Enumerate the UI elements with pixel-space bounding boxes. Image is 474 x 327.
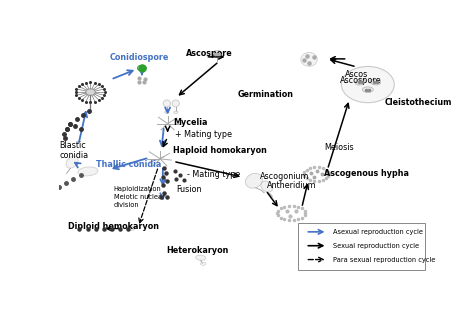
Text: Thallic conidia: Thallic conidia [96, 160, 161, 169]
Text: Ascospore: Ascospore [186, 49, 233, 58]
Ellipse shape [172, 100, 179, 107]
Text: Heterokaryon: Heterokaryon [166, 246, 228, 255]
Text: Haploidization
Meiotic nuclear
division: Haploidization Meiotic nuclear division [114, 186, 164, 208]
Ellipse shape [127, 227, 135, 231]
Ellipse shape [163, 100, 171, 107]
Text: Cleistothecium: Cleistothecium [384, 98, 452, 107]
Text: Para sexual reproduction cycle: Para sexual reproduction cycle [333, 257, 435, 263]
Text: Ascos: Ascos [345, 70, 368, 79]
Text: + Mating type: + Mating type [175, 130, 232, 139]
Text: Antheridium: Antheridium [267, 181, 317, 190]
Ellipse shape [261, 181, 273, 192]
Text: Blastic
conidia: Blastic conidia [59, 141, 88, 160]
Text: Mycelia: Mycelia [173, 118, 208, 127]
Ellipse shape [246, 173, 263, 188]
Text: Meiosis: Meiosis [325, 143, 354, 151]
Text: - Mating type: - Mating type [187, 170, 240, 179]
Ellipse shape [173, 111, 178, 113]
Text: Ascogenous hypha: Ascogenous hypha [325, 169, 410, 178]
Text: Ascogonium: Ascogonium [259, 172, 309, 181]
Circle shape [341, 66, 394, 103]
Text: Fusion: Fusion [176, 185, 201, 194]
Ellipse shape [78, 167, 98, 176]
Text: Germination: Germination [237, 90, 293, 99]
Ellipse shape [201, 262, 206, 265]
Text: Ascospore: Ascospore [339, 76, 381, 85]
Ellipse shape [356, 79, 365, 85]
Ellipse shape [301, 52, 317, 66]
Ellipse shape [196, 255, 206, 260]
Text: Sexual reproduction cycle: Sexual reproduction cycle [333, 243, 419, 249]
Text: Diploid homokaryon: Diploid homokaryon [68, 222, 159, 231]
Ellipse shape [213, 50, 221, 57]
Ellipse shape [362, 87, 374, 92]
Text: Asexual reproduction cycle: Asexual reproduction cycle [333, 229, 423, 235]
Text: Conidiospore: Conidiospore [109, 53, 169, 62]
FancyBboxPatch shape [298, 223, 425, 270]
Text: Haploid homokaryon: Haploid homokaryon [173, 146, 267, 155]
Ellipse shape [66, 156, 78, 168]
Circle shape [86, 89, 95, 95]
Ellipse shape [370, 79, 381, 85]
Ellipse shape [164, 111, 169, 113]
